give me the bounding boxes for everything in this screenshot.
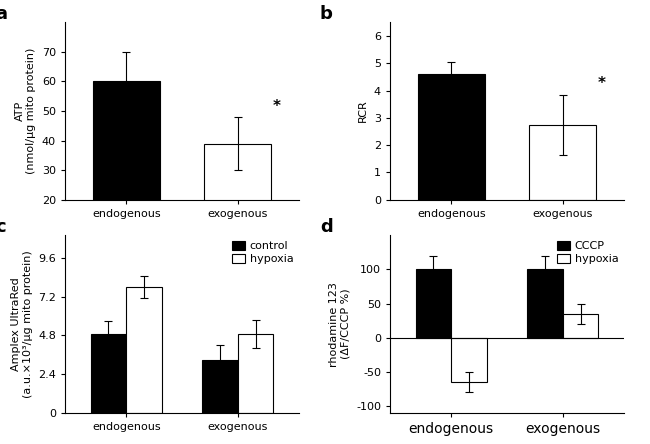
Bar: [563, 314, 599, 338]
Text: *: *: [598, 76, 606, 91]
Text: *: *: [273, 99, 281, 114]
Bar: [415, 270, 451, 338]
Y-axis label: Amplex UltraRed
(a.u.×10³/μg mito protein): Amplex UltraRed (a.u.×10³/μg mito protei…: [11, 250, 32, 398]
Bar: [238, 334, 274, 413]
Bar: [418, 74, 485, 200]
Text: c: c: [0, 218, 5, 236]
Y-axis label: rhodamine 123
(ΔF/CCCP %): rhodamine 123 (ΔF/CCCP %): [329, 281, 350, 367]
Bar: [126, 287, 162, 413]
Bar: [90, 334, 126, 413]
Legend: control, hypoxia: control, hypoxia: [232, 241, 293, 264]
Bar: [527, 270, 563, 338]
Text: d: d: [320, 218, 333, 236]
Bar: [93, 81, 160, 259]
Text: a: a: [0, 4, 6, 23]
Bar: [529, 125, 596, 200]
Bar: [204, 143, 271, 259]
Y-axis label: RCR: RCR: [358, 99, 369, 123]
Bar: [202, 360, 238, 413]
Legend: CCCP, hypoxia: CCCP, hypoxia: [557, 241, 618, 264]
Y-axis label: ATP
(nmol/μg mito protein): ATP (nmol/μg mito protein): [15, 48, 36, 174]
Text: b: b: [320, 4, 333, 23]
Bar: [451, 338, 487, 382]
